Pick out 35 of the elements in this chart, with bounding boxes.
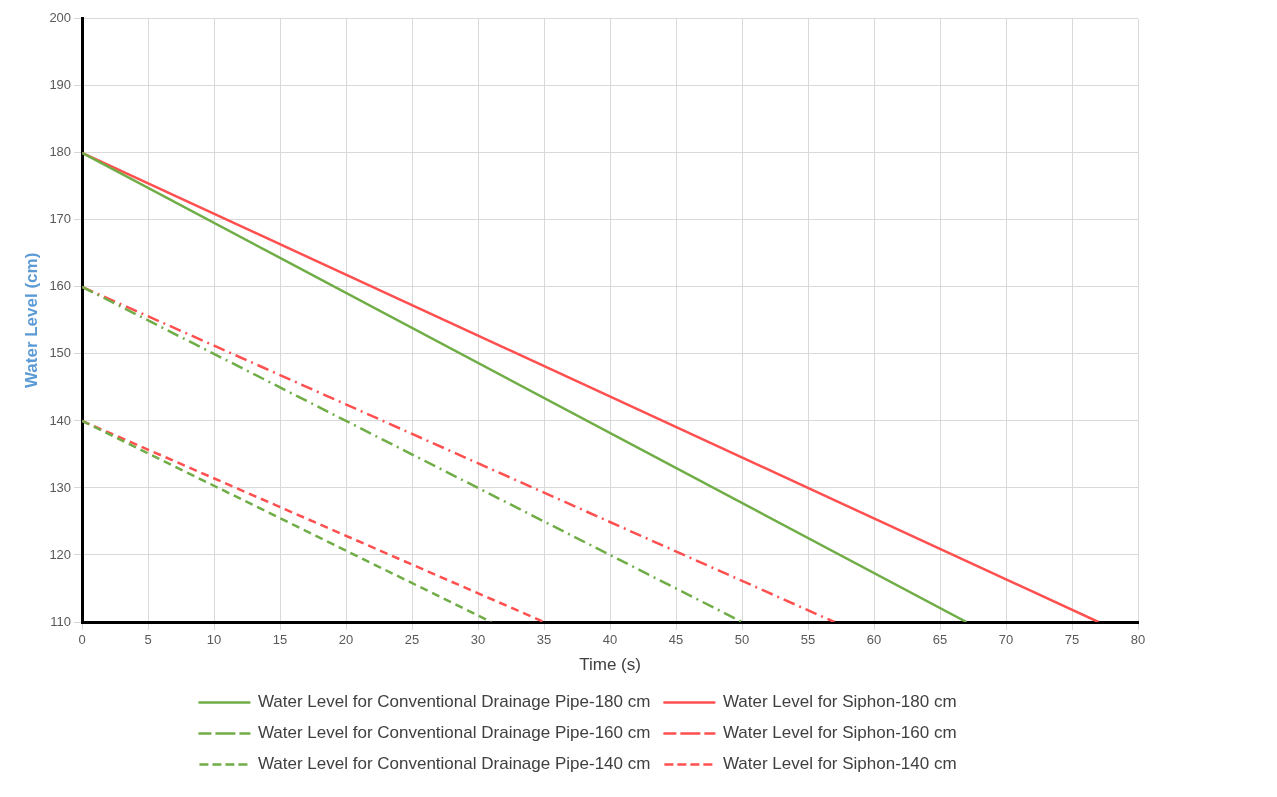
x-tick-label: 40: [602, 632, 618, 648]
y-tick-label: 190: [49, 77, 72, 93]
y-tick-label: 110: [50, 613, 72, 629]
y-axis-title: Water Level (cm): [21, 252, 41, 389]
x-tick-label: 75: [1064, 632, 1080, 648]
x-tick-label: 10: [206, 632, 222, 648]
y-tick-label: 120: [49, 546, 72, 562]
x-tick-label: 70: [998, 632, 1014, 648]
y-tick-label: 160: [49, 278, 72, 294]
x-tick-label: 0: [78, 632, 86, 648]
legend-label: Water Level for Siphon-160 cm: [722, 723, 957, 743]
x-tick-label: 60: [866, 632, 882, 648]
legend-label: Water Level for Siphon-140 cm: [722, 754, 957, 774]
y-tick-label: 150: [49, 345, 72, 361]
y-tick-label: 200: [49, 10, 72, 26]
y-tick-label: 130: [49, 479, 72, 495]
x-tick-label: 5: [144, 632, 152, 648]
x-tick-label: 55: [800, 632, 816, 648]
x-tick-label: 25: [404, 632, 420, 648]
x-tick-label: 15: [272, 632, 288, 648]
legend-label: Water Level for Conventional Drainage Pipe-140 cm: [257, 754, 651, 774]
x-axis-title: Time (s): [579, 655, 641, 675]
legend-label: Water Level for Conventional Drainage Pipe-180 cm: [257, 692, 651, 712]
x-tick-label: 65: [932, 632, 948, 648]
x-tick-label: 20: [338, 632, 354, 648]
x-tick-label: 45: [668, 632, 684, 648]
y-tick-label: 170: [49, 211, 72, 227]
y-tick-label: 180: [49, 144, 72, 160]
x-tick-label: 80: [1130, 632, 1146, 648]
x-tick-label: 30: [470, 632, 486, 648]
legend-label: Water Level for Conventional Drainage Pipe-160 cm: [257, 723, 651, 743]
y-tick-label: 140: [49, 412, 72, 428]
x-tick-label: 35: [536, 632, 552, 648]
legend-label: Water Level for Siphon-180 cm: [722, 692, 957, 712]
x-tick-label: 50: [734, 632, 750, 648]
